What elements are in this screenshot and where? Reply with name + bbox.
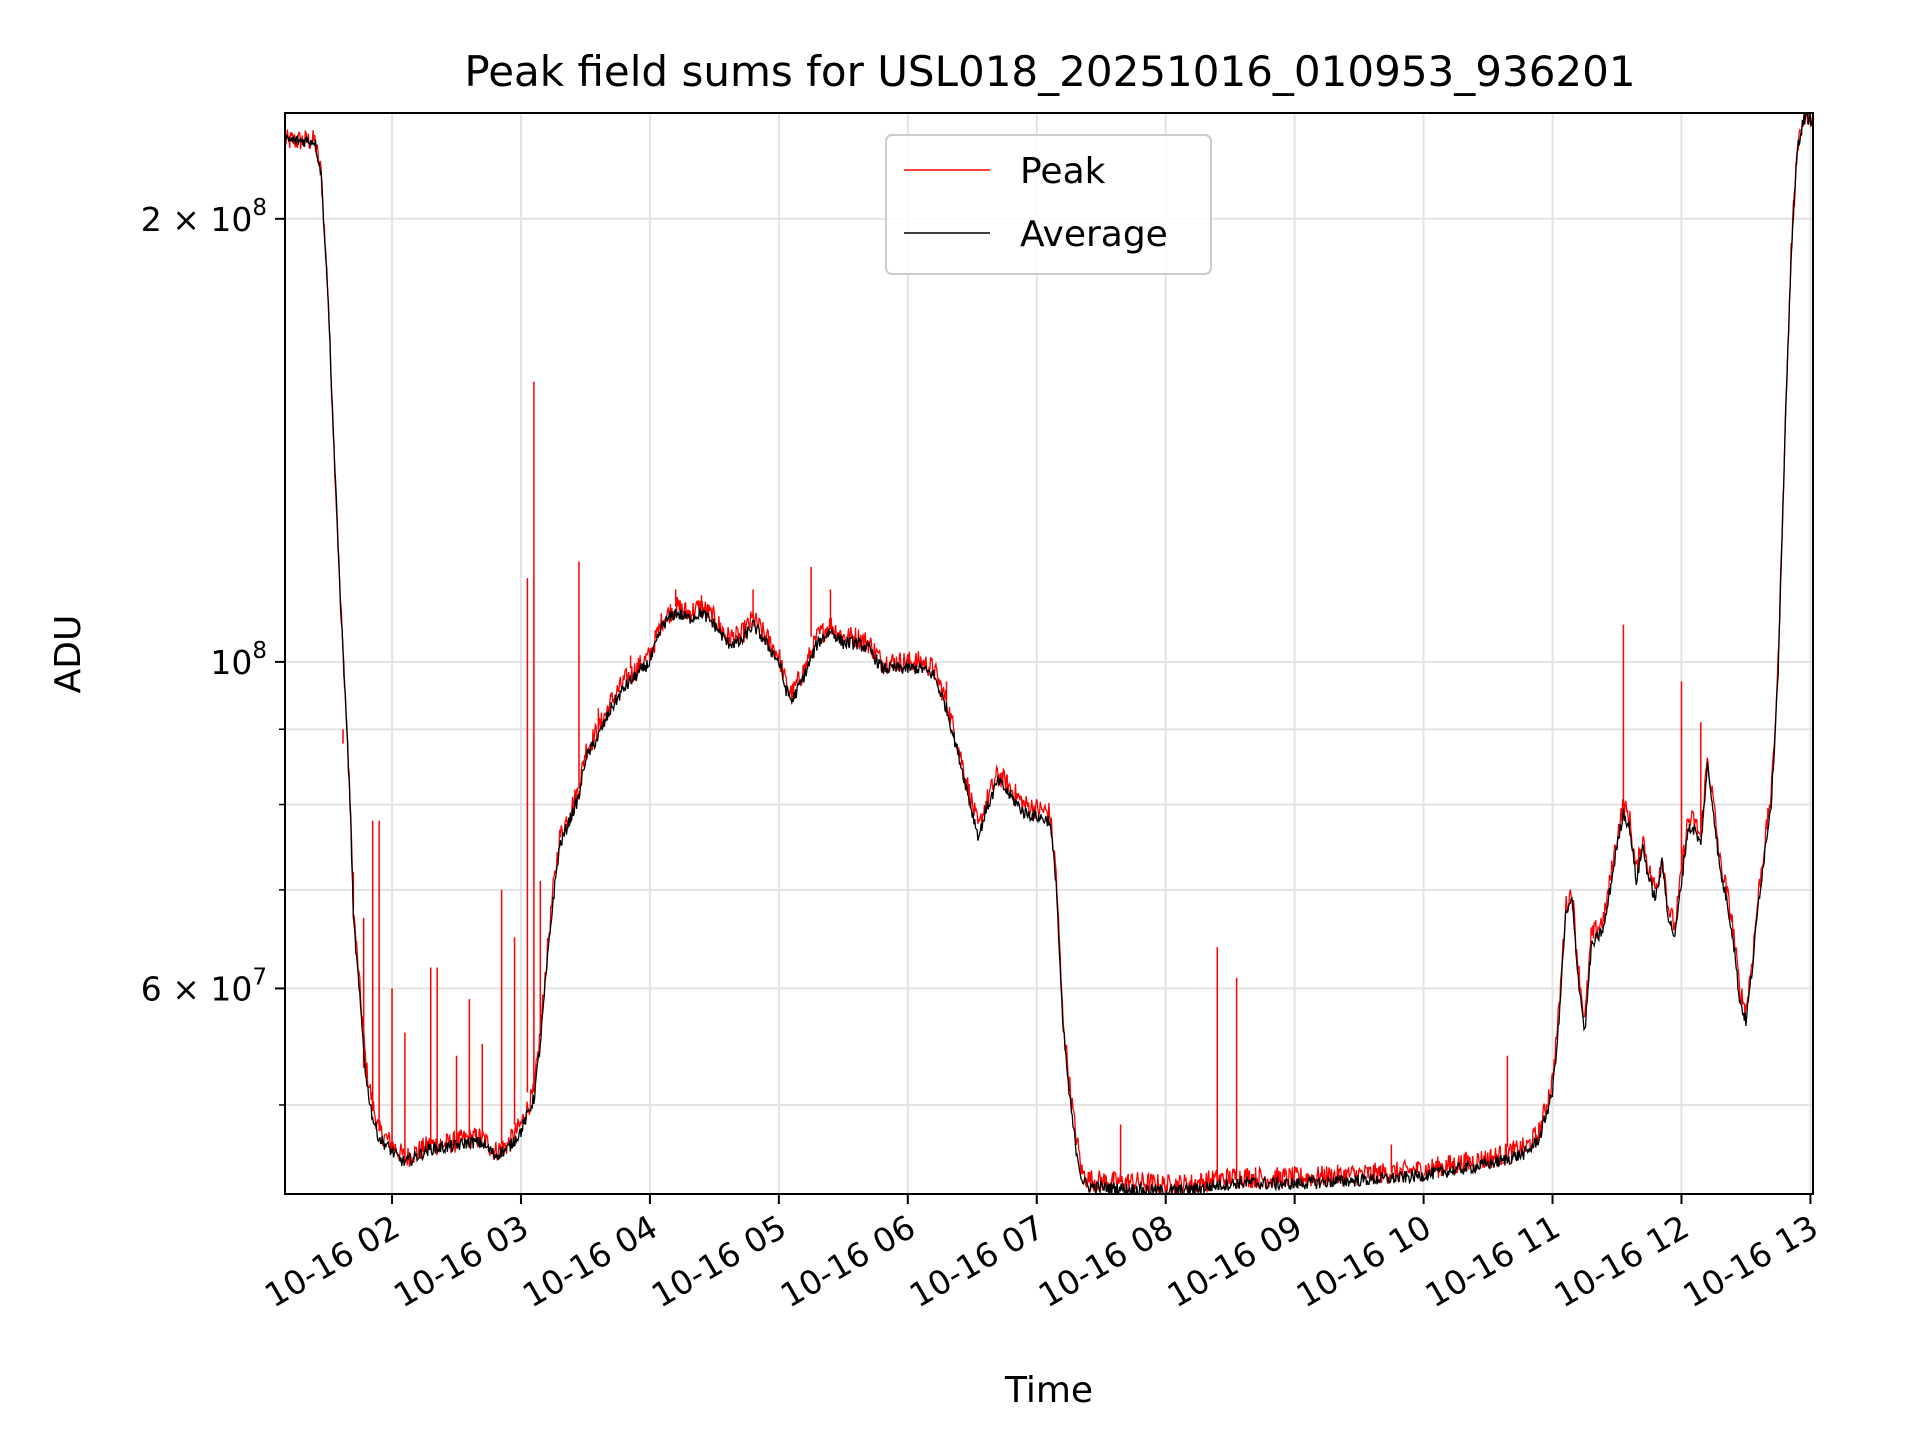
y-axis-ticks: 6 × 107 108 2 × 108 [141, 195, 285, 1106]
y-tick-label: 2 × 108 [141, 195, 267, 239]
series-line-average [285, 113, 1813, 1194]
legend: Peak Average [885, 134, 1212, 275]
legend-peak-label: Peak [1020, 151, 1106, 192]
plot-area-frame [284, 112, 1814, 1195]
series-layer [285, 113, 1813, 1194]
y-axis-label: ADU [48, 615, 89, 694]
y-tick-label: 108 [210, 638, 267, 682]
y-tick-label: 6 × 107 [141, 964, 267, 1008]
chart-title: Peak field sums for USL018_20251016_0109… [464, 47, 1635, 96]
x-axis-label: Time [1004, 1370, 1093, 1411]
legend-average-label: Average [1020, 214, 1168, 255]
series-line-peak [285, 113, 1813, 1194]
